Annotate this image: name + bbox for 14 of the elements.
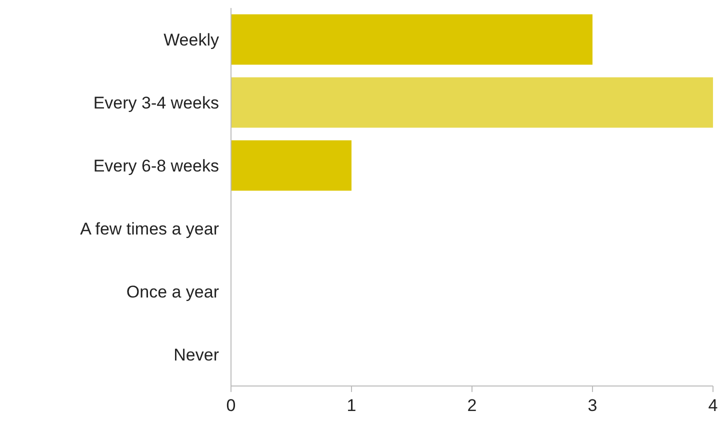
x-tick-label: 1: [346, 396, 356, 415]
y-tick-label: Never: [174, 345, 220, 364]
bar: [231, 77, 713, 128]
y-tick-label: A few times a year: [80, 219, 220, 238]
x-tick-label: 4: [708, 396, 718, 415]
y-tick-label: Weekly: [164, 30, 220, 50]
y-tick-label: Every 6-8 weeks: [93, 156, 219, 176]
y-tick-label: Once a year: [126, 282, 220, 302]
x-tick-label: 3: [588, 396, 598, 415]
x-tick-label: 2: [467, 396, 477, 415]
bar: [231, 14, 592, 65]
bar: [231, 140, 352, 191]
x-tick-label: 0: [226, 396, 236, 415]
y-tick-label: Every 3-4 weeks: [93, 93, 219, 112]
